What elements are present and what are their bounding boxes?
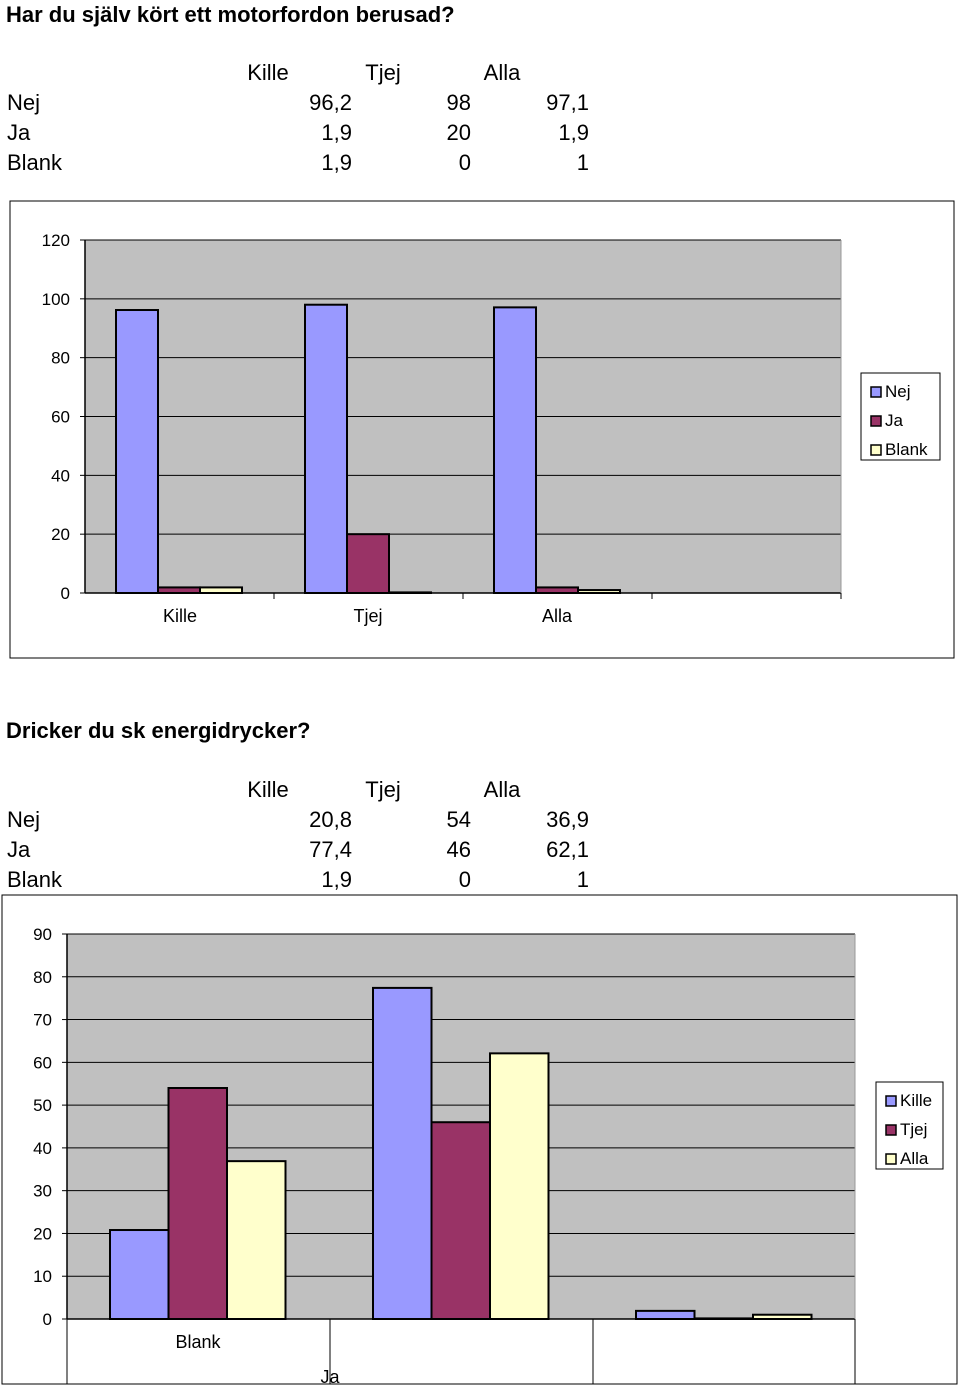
column-header-alla: Alla xyxy=(483,777,521,802)
y-tick-label: 60 xyxy=(51,408,70,427)
x-tick-label: Blank xyxy=(175,1332,221,1352)
cell-value: 20 xyxy=(446,120,471,145)
y-tick-label: 0 xyxy=(61,584,70,603)
bar-tjej-ja xyxy=(430,1121,491,1320)
cell-value: 1 xyxy=(576,150,589,175)
cell-value: 98 xyxy=(446,90,471,115)
column-header-kille: Kille xyxy=(247,60,289,85)
x-tick-label: Tjej xyxy=(353,606,382,626)
bar-kille-nej xyxy=(109,1229,170,1320)
row-label-blank: Blank xyxy=(7,867,63,892)
bar-kille-ja xyxy=(372,986,433,1321)
bar-blank-alla xyxy=(577,589,621,595)
y-tick-label: 40 xyxy=(33,1139,52,1158)
row-label-ja: Ja xyxy=(7,120,31,145)
question-2-title: Dricker du sk energidrycker? xyxy=(6,718,311,743)
legend-label-blank: Blank xyxy=(885,440,928,459)
legend-label-tjej: Tjej xyxy=(900,1120,927,1139)
y-tick-label: 10 xyxy=(33,1267,52,1286)
legend-label-kille: Kille xyxy=(900,1091,932,1110)
bar-kille-blank xyxy=(635,1309,696,1320)
cell-value: 96,2 xyxy=(309,90,352,115)
table-row: Nej 96,2 98 97,1 xyxy=(0,90,600,120)
cell-value: 1,9 xyxy=(321,120,352,145)
column-header-alla: Alla xyxy=(483,60,521,85)
column-header-kille: Kille xyxy=(247,777,289,802)
cell-value: 1,9 xyxy=(321,150,352,175)
y-tick-label: 20 xyxy=(33,1224,52,1243)
x-tick-label: Ja xyxy=(320,1367,340,1387)
y-tick-label: 70 xyxy=(33,1011,52,1030)
cell-value: 0 xyxy=(458,150,471,175)
y-tick-label: 20 xyxy=(51,525,70,544)
y-tick-label: 0 xyxy=(43,1310,52,1329)
cell-value: 54 xyxy=(446,807,471,832)
bar-nej-kille xyxy=(115,309,159,594)
legend-swatch-nej xyxy=(870,386,882,398)
cell-value: 97,1 xyxy=(546,90,589,115)
y-tick-label: 80 xyxy=(33,968,52,987)
legend-swatch-blank xyxy=(870,444,882,456)
table-row: Ja 77,4 46 62,1 xyxy=(0,837,600,867)
y-tick-label: 120 xyxy=(42,231,70,250)
row-label-blank: Blank xyxy=(7,150,63,175)
table-header-row: Kille Tjej Alla xyxy=(0,777,600,807)
column-header-tjej: Tjej xyxy=(365,777,401,802)
bar-alla-ja xyxy=(489,1052,550,1320)
table-row: Blank 1,9 0 1 xyxy=(0,150,600,180)
x-tick-label: Alla xyxy=(542,606,573,626)
cell-value: 36,9 xyxy=(546,807,589,832)
bar-alla-nej xyxy=(226,1160,287,1321)
y-tick-label: 50 xyxy=(33,1096,52,1115)
chart-1: 0 20 40 60 80 100 120 Kille Tjej Alla Nej Ja Blank xyxy=(9,200,955,659)
legend-label-nej: Nej xyxy=(885,382,911,401)
y-tick-label: 80 xyxy=(51,349,70,368)
legend-label-alla: Alla xyxy=(900,1149,929,1168)
legend-label-ja: Ja xyxy=(885,411,904,430)
cell-value: 1 xyxy=(576,867,589,892)
y-tick-label: 90 xyxy=(33,925,52,944)
bar-blank-kille xyxy=(199,586,243,594)
y-tick-label: 40 xyxy=(51,466,70,485)
x-tick-label: Kille xyxy=(163,606,197,626)
bar-ja-tjej xyxy=(346,533,390,595)
bar-nej-alla xyxy=(493,306,537,594)
y-tick-label: 100 xyxy=(42,290,70,309)
bar-nej-tjej xyxy=(304,303,348,594)
table-row: Nej 20,8 54 36,9 xyxy=(0,807,600,837)
cell-value: 0 xyxy=(458,867,471,892)
bar-tjej-nej xyxy=(167,1087,228,1320)
row-label-ja: Ja xyxy=(7,837,31,862)
table-row: Blank 1,9 0 1 xyxy=(0,867,600,897)
cell-value: 20,8 xyxy=(309,807,352,832)
bar-tjej-blank xyxy=(693,1317,754,1321)
y-tick-label: 60 xyxy=(33,1053,52,1072)
cell-value: 1,9 xyxy=(558,120,589,145)
column-header-tjej: Tjej xyxy=(365,60,401,85)
cell-value: 1,9 xyxy=(321,867,352,892)
legend-swatch-tjej xyxy=(885,1124,897,1136)
cell-value: 77,4 xyxy=(309,837,352,862)
bar-blank-tjej xyxy=(388,591,432,595)
legend-swatch-ja xyxy=(870,415,882,427)
legend-swatch-kille xyxy=(885,1095,897,1107)
question-1-title: Har du själv kört ett motorfordon berusa… xyxy=(6,2,455,27)
y-tick-label: 30 xyxy=(33,1182,52,1201)
table-header-row: Kille Tjej Alla xyxy=(0,60,600,90)
table-row: Ja 1,9 20 1,9 xyxy=(0,120,600,150)
legend-swatch-alla xyxy=(885,1153,897,1165)
cell-value: 46 xyxy=(446,837,471,862)
row-label-nej: Nej xyxy=(7,807,41,832)
row-label-nej: Nej xyxy=(7,90,41,115)
cell-value: 62,1 xyxy=(546,837,589,862)
bar-alla-blank xyxy=(752,1313,813,1320)
